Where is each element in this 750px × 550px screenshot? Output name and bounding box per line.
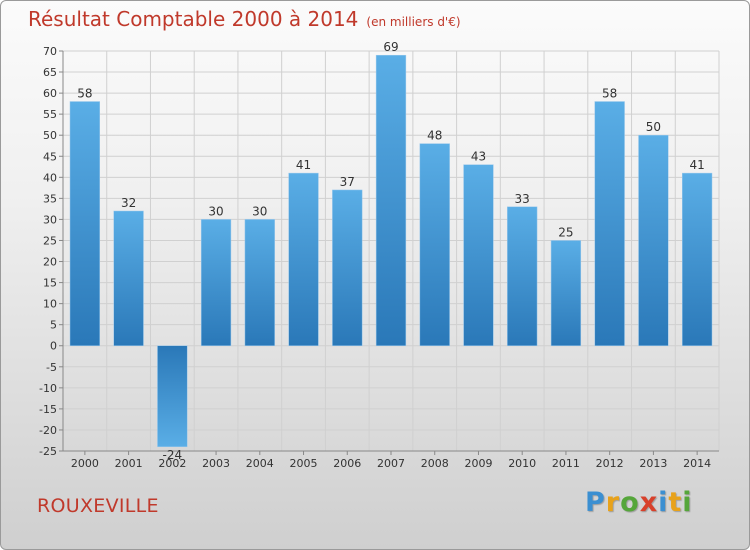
bar [594, 101, 625, 346]
logo-letter: r [605, 487, 621, 518]
bar-value-label: 30 [208, 204, 223, 218]
y-tick-label: 5 [50, 319, 57, 332]
x-tick-label: 2012 [596, 457, 624, 470]
bar-value-label: 58 [77, 87, 92, 101]
y-tick-label: 30 [43, 213, 57, 226]
y-tick-label: -15 [39, 403, 57, 416]
x-tick-label: 2003 [202, 457, 230, 470]
bar [200, 219, 232, 346]
bar-value-label: 48 [427, 129, 442, 143]
x-tick-label: 2011 [552, 457, 580, 470]
proxiti-logo: Proxiti [585, 487, 693, 518]
bar-value-label: 32 [121, 196, 136, 210]
bar [157, 345, 188, 448]
x-tick-label: 2010 [508, 457, 536, 470]
bar [463, 164, 494, 346]
x-tick-label: 2005 [290, 457, 318, 470]
y-tick-label: 10 [43, 298, 57, 311]
x-tick-label: 2000 [71, 457, 99, 470]
bar [638, 134, 669, 346]
y-tick-label: 55 [43, 108, 57, 121]
y-tick-label: 50 [43, 129, 57, 142]
y-tick-label: 70 [43, 45, 57, 58]
x-tick-label: 2009 [464, 457, 492, 470]
x-tick-label: 2006 [333, 457, 361, 470]
bar-value-label: 50 [646, 120, 661, 134]
y-tick-label: 35 [43, 192, 57, 205]
chart-title: Résultat Comptable 2000 à 2014 (en millie… [28, 7, 461, 31]
bar-value-label: 43 [471, 150, 486, 164]
bar [419, 143, 450, 346]
logo-letter: t [668, 487, 683, 518]
logo-letter: i [658, 487, 669, 518]
bar-layer [69, 54, 713, 448]
logo-letter: x [639, 487, 659, 518]
label-layer: 58 32 -24 30 30 41 37 69 48 43 33 25 58 50 41 [77, 40, 705, 462]
bar [244, 219, 275, 346]
y-tick-label: 20 [43, 256, 57, 269]
bar [682, 172, 713, 346]
bar-value-label: 69 [383, 40, 398, 54]
bar [69, 101, 100, 346]
bar [550, 240, 582, 346]
bar [288, 172, 319, 346]
y-tick-label: -5 [46, 361, 57, 374]
bar [113, 210, 144, 346]
x-tick-label: 2008 [421, 457, 449, 470]
bar [507, 206, 538, 346]
x-tick-label: 2013 [639, 457, 667, 470]
bar-value-label: 25 [558, 225, 573, 239]
x-tick-label: 2004 [246, 457, 274, 470]
city-name: ROUXEVILLE [37, 495, 159, 517]
y-tick-label: 65 [43, 66, 57, 79]
y-tick-label: -10 [39, 382, 57, 395]
bar-value-label: 41 [296, 158, 311, 172]
logo-letter: i [682, 487, 693, 518]
logo-letter: o [620, 487, 640, 518]
bar [332, 189, 363, 346]
bar-value-label: 58 [602, 87, 617, 101]
x-tick-label: 2002 [158, 457, 186, 470]
chart-title-text: Résultat Comptable 2000 à 2014 [28, 7, 359, 31]
y-tick-label: 0 [50, 340, 57, 353]
x-tick-label: 2001 [115, 457, 143, 470]
bar-value-label: 37 [340, 175, 355, 189]
bar-value-label: 33 [515, 192, 530, 206]
bar [375, 54, 407, 346]
y-tick-label: 60 [43, 87, 57, 100]
y-tick-label: 45 [43, 150, 57, 163]
y-tick-label: -25 [39, 445, 57, 458]
y-tick-label: 25 [43, 234, 57, 247]
y-tick-label: 40 [43, 171, 57, 184]
logo-letter: P [585, 487, 606, 518]
x-tick-label: 2007 [377, 457, 405, 470]
chart-unit: (en milliers d'€) [366, 15, 461, 29]
bar-value-label: 41 [689, 158, 704, 172]
y-tick-label: -20 [39, 424, 57, 437]
axis-layer: -25 -20 -15 -10 -5 0 5 10 15 20 25 30 35 40 45 50 55 60 65… [39, 45, 719, 470]
bar-value-label: 30 [252, 204, 267, 218]
x-tick-label: 2014 [683, 457, 711, 470]
y-tick-label: 15 [43, 277, 57, 290]
bar-value-label: -24 [163, 448, 183, 462]
